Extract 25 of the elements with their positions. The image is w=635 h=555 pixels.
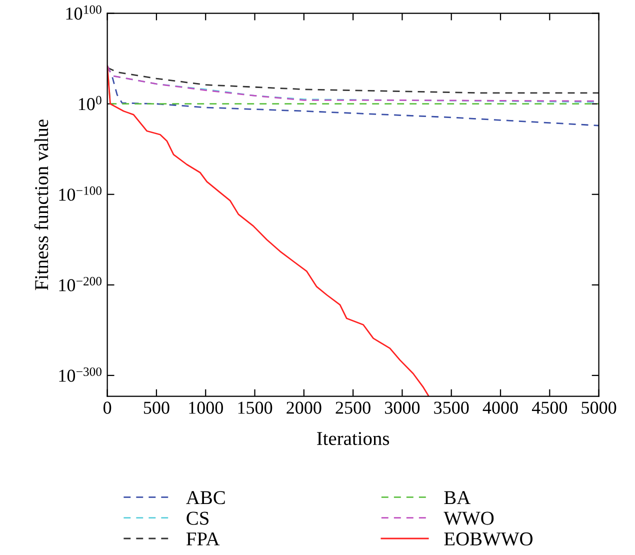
legend-label: CS	[186, 512, 208, 525]
x-tick-label: 4500	[532, 402, 568, 414]
y-tick-label: 10$^{−300}$	[59, 367, 102, 382]
legend-label: BA	[444, 491, 471, 504]
x-tick-label: 3000	[385, 402, 420, 414]
y-axis-title: Fitness function value	[34, 120, 48, 290]
x-tick-label: 1500	[238, 402, 272, 414]
legend-label: FPA	[186, 532, 220, 546]
x-tick-label: 2000	[286, 402, 322, 414]
x-tick-label: 4000	[482, 402, 518, 414]
x-tick-label: 2500	[336, 402, 370, 414]
line-series	[107, 66, 599, 94]
legend-label: EOBWWO	[444, 532, 532, 546]
x-tick-label: 3500	[434, 402, 469, 414]
y-tick-label: 10$^{100}$	[66, 5, 102, 20]
y-tick-label: 10$^{−200}$	[59, 276, 102, 292]
x-tick-label: 0	[103, 402, 112, 414]
x-tick-label: 5000	[582, 402, 616, 414]
x-axis-title: Iterations	[317, 432, 390, 446]
x-tick-label: 500	[144, 402, 170, 414]
x-tick-label: 1000	[189, 402, 223, 414]
y-tick-label: 10$^{−100}$	[59, 186, 102, 201]
y-tick-label: 10$^{0}$	[78, 96, 102, 110]
legend-label: WWO	[444, 512, 494, 525]
legend-label: ABC	[186, 491, 225, 504]
